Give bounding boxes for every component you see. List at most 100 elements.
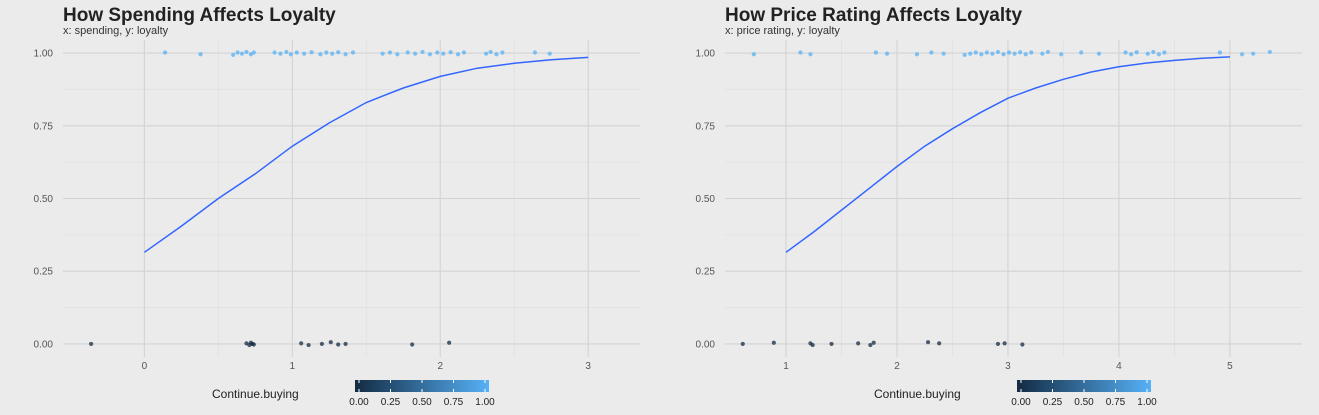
data-point (89, 341, 94, 347)
data-point (343, 52, 348, 57)
data-point (278, 51, 283, 56)
legend-colorbar (1017, 380, 1151, 392)
x-tick-label: 2 (437, 361, 443, 372)
y-tick-label: 0.25 (34, 267, 54, 278)
legend-label: 0.00 (1011, 397, 1031, 408)
data-point (856, 341, 861, 346)
data-point (318, 52, 323, 57)
data-point (929, 50, 934, 55)
data-point (1162, 50, 1167, 55)
data-point (1239, 52, 1245, 57)
data-point (306, 342, 311, 348)
legend-label: 0.25 (381, 397, 401, 408)
y-tick-label: 1.00 (34, 49, 54, 60)
y-tick-label: 0.00 (34, 339, 54, 350)
data-point (810, 342, 815, 348)
data-point (461, 50, 467, 55)
legend-label: 0.50 (412, 397, 432, 408)
data-point (808, 52, 813, 57)
data-point (1145, 51, 1150, 56)
data-point (309, 50, 314, 55)
spending-panel: How Spending Affects Loyalty x: spending… (34, 5, 640, 408)
y-tick-label: 0.75 (696, 121, 716, 132)
x-tick-label: 5 (1227, 361, 1233, 372)
legend-label: 0.75 (444, 397, 464, 408)
y-tick-label: 0.50 (696, 194, 716, 205)
data-point (427, 52, 433, 57)
legend-colorbar (355, 380, 489, 392)
data-point (198, 52, 203, 57)
data-point (447, 340, 452, 345)
data-point (235, 50, 240, 55)
data-point (336, 342, 341, 347)
data-point (251, 50, 256, 55)
legend-title: Continue.buying (874, 387, 961, 401)
data-point (829, 341, 834, 347)
data-point (350, 50, 356, 55)
data-point (330, 51, 335, 56)
data-point (162, 50, 168, 55)
chart-title: How Spending Affects Loyalty (63, 5, 336, 26)
data-point (324, 50, 329, 55)
x-tick-label: 4 (1116, 361, 1122, 372)
data-point (868, 342, 873, 348)
legend-label: 1.00 (1137, 397, 1157, 408)
x-tick-label: 2 (894, 361, 900, 372)
legend-label: 0.25 (1043, 397, 1063, 408)
legend-label: 0.50 (1074, 397, 1094, 408)
data-point (925, 340, 931, 345)
data-point (1123, 50, 1128, 55)
data-point (1217, 50, 1222, 55)
data-point (771, 340, 776, 345)
x-tick-label: 1 (290, 361, 296, 372)
data-point (995, 341, 1001, 347)
data-point (319, 341, 325, 347)
legend-label: 1.00 (475, 397, 495, 408)
data-point (1079, 50, 1084, 55)
data-point (990, 51, 995, 56)
data-point (740, 341, 745, 347)
data-point (962, 52, 967, 57)
x-tick-label: 3 (585, 361, 591, 372)
chart-subtitle: x: spending, y: loyalty (63, 25, 169, 37)
data-point (494, 52, 499, 57)
data-point (1020, 342, 1025, 347)
x-tick-label: 1 (783, 361, 789, 372)
price-rating-loyalty-chart: 0.00 0.25 0.50 0.75 1.00 1 2 3 4 5 Continue.buying… (696, 40, 1302, 408)
data-point (1151, 49, 1156, 55)
data-point (1029, 50, 1034, 55)
data-point (420, 49, 425, 55)
data-point (299, 341, 304, 346)
y-tick-label: 0.50 (34, 194, 54, 205)
data-point (1012, 51, 1017, 56)
data-point (1267, 49, 1272, 55)
legend-label: 0.75 (1106, 397, 1126, 408)
data-point (1251, 51, 1256, 56)
data-point (1002, 341, 1007, 346)
data-point (1129, 52, 1134, 57)
data-point (1059, 52, 1064, 57)
y-tick-label: 0.00 (696, 339, 716, 350)
data-point (973, 50, 978, 55)
data-point (941, 51, 946, 56)
data-point (239, 51, 245, 56)
data-point (1156, 52, 1161, 57)
chart-subtitle: x: price rating, y: loyalty (725, 25, 840, 37)
data-point (871, 340, 876, 345)
data-point (1045, 49, 1050, 55)
data-point (336, 50, 341, 55)
data-point (979, 52, 984, 57)
data-point (1040, 51, 1045, 56)
data-point (1018, 50, 1023, 55)
data-point (343, 341, 348, 347)
y-tick-label: 1.00 (696, 49, 716, 60)
data-point (302, 51, 307, 56)
data-point (532, 50, 538, 55)
data-point (547, 51, 552, 56)
data-point (272, 50, 277, 55)
data-point (294, 50, 299, 55)
data-point (380, 51, 385, 56)
data-point (441, 51, 446, 56)
data-point (405, 50, 410, 55)
data-point (448, 50, 453, 55)
